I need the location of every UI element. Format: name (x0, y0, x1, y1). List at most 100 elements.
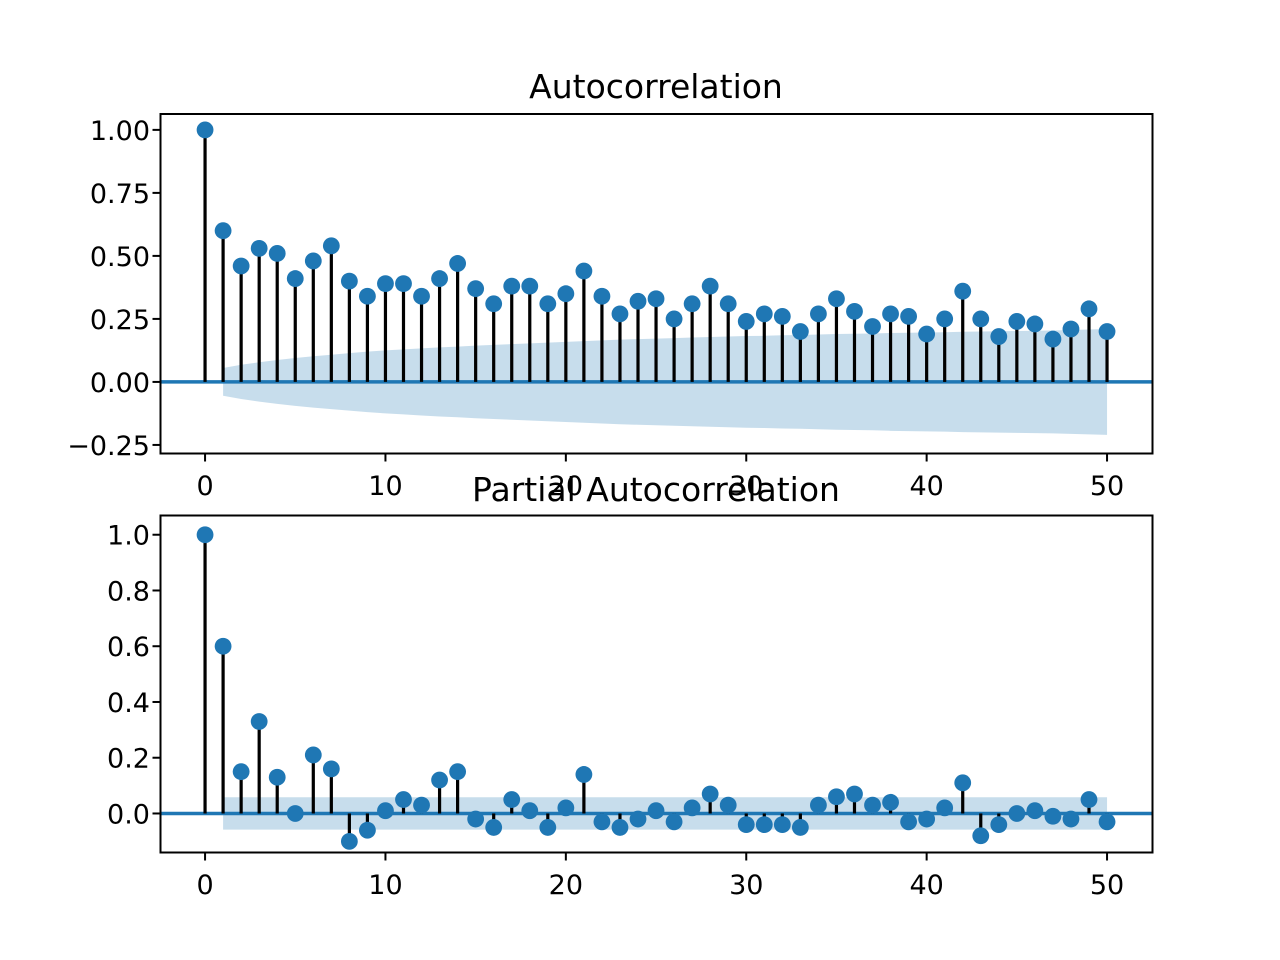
stem-marker (485, 295, 503, 313)
stem-marker (485, 819, 503, 836)
stem-marker (575, 262, 593, 280)
stem-marker (918, 810, 936, 828)
stem-marker (214, 222, 232, 240)
y-tick-label: −0.25 (67, 431, 150, 462)
stem-marker (701, 277, 719, 295)
stem-marker (647, 802, 665, 820)
stem-marker (611, 819, 629, 836)
stem-marker (791, 323, 809, 340)
stem-marker (593, 813, 611, 831)
stem-marker (1080, 791, 1098, 808)
stem-marker (539, 819, 557, 836)
stem-marker (1098, 323, 1116, 340)
stem-marker (683, 295, 701, 313)
stem-marker (882, 305, 899, 323)
stem-marker (413, 287, 430, 305)
stem-marker (1044, 807, 1062, 825)
y-tick-label: 0.50 (90, 242, 150, 273)
y-tick-label: 0.2 (107, 744, 150, 775)
stem-marker (936, 310, 954, 328)
stem-marker (449, 255, 467, 272)
stem-marker (1026, 315, 1044, 333)
y-tick-label: 0.4 (107, 688, 150, 719)
stem-marker (521, 802, 539, 820)
stem-marker (286, 805, 304, 822)
x-tick-label: 50 (1090, 471, 1124, 502)
stem-marker (503, 791, 521, 808)
stem-marker (503, 277, 521, 295)
stem-marker (972, 310, 990, 328)
axes-spines (159, 113, 1154, 455)
stem-marker (701, 785, 719, 803)
stem-marker (882, 793, 899, 811)
stem-marker (846, 302, 863, 320)
stem-marker (1062, 810, 1080, 828)
stem-marker (377, 275, 394, 293)
stem-marker (719, 796, 737, 814)
y-tick-label: 0.6 (107, 632, 150, 663)
stem-marker (214, 637, 232, 655)
stem-marker (286, 270, 304, 287)
stem-marker (1098, 813, 1116, 831)
x-tick-label: 0 (196, 870, 213, 901)
y-tick-label: 0.75 (90, 179, 150, 210)
stem-marker (1008, 805, 1026, 822)
stem-marker (196, 526, 214, 544)
stem-marker (990, 816, 1008, 834)
stem-marker (773, 816, 791, 834)
stem-marker (593, 287, 611, 305)
stem-marker (431, 771, 448, 789)
x-tick-label: 30 (729, 471, 763, 502)
stem-marker (828, 290, 845, 308)
stem-marker (268, 244, 286, 262)
stem-marker (954, 282, 972, 300)
acf-title: Autocorrelation (529, 67, 783, 106)
stem-marker (900, 813, 918, 831)
stem-marker (521, 277, 539, 295)
stem-marker (413, 796, 430, 814)
stem-marker (1080, 300, 1098, 318)
stem-marker (864, 796, 881, 814)
x-tick-label: 30 (729, 870, 763, 901)
stem-marker (1026, 802, 1044, 820)
stem-marker (395, 275, 412, 293)
stem-marker (431, 270, 448, 287)
stem-marker (575, 766, 593, 783)
stem-marker (359, 821, 376, 839)
stem-marker (629, 292, 647, 310)
stem-marker (791, 819, 809, 836)
stem-marker (232, 763, 250, 781)
stem-marker (611, 305, 629, 323)
y-tick-label: 0.25 (90, 305, 150, 336)
stem-marker (846, 785, 863, 803)
stem-marker (467, 280, 485, 298)
x-tick-label: 40 (909, 471, 943, 502)
stem-marker (322, 760, 340, 778)
x-tick-label: 40 (909, 870, 943, 901)
stem-marker (359, 287, 376, 305)
stem-marker (557, 285, 575, 303)
stem-marker (755, 305, 773, 323)
stem-marker (954, 774, 972, 792)
stem-marker (1044, 330, 1062, 348)
stem-marker (196, 121, 214, 139)
pacf-title: Partial Autocorrelation (472, 470, 840, 509)
stem-marker (737, 816, 755, 834)
y-tick-label: 1.00 (90, 116, 150, 147)
stem-marker (340, 272, 358, 290)
stem-marker (864, 318, 881, 335)
x-tick-label: 20 (549, 870, 583, 901)
stem-marker (1008, 313, 1026, 330)
acf-axes: 0 10 20 30 40 50 1.00 0.75 0.50 0.25 0.00 −0.25 (67, 113, 1154, 502)
y-tick-label: 0.0 (107, 799, 150, 830)
stem-marker (810, 796, 827, 814)
stem-marker (322, 237, 340, 255)
stem-marker (377, 802, 394, 820)
pacf-axes: 0 10 20 30 40 50 1.0 0.8 0.6 0.4 0.2 0.0 (107, 514, 1154, 901)
stem-marker (828, 788, 845, 806)
stem-marker (629, 810, 647, 828)
stem-marker (918, 325, 936, 343)
x-tick-label: 0 (196, 471, 213, 502)
